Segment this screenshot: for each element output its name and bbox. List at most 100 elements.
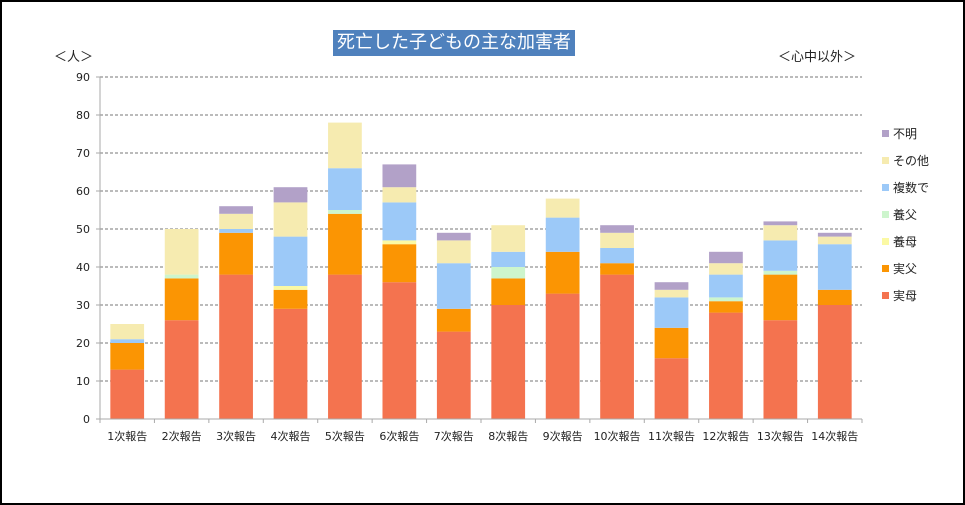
- bar-segment-不明: [763, 221, 798, 226]
- y-tick-label: 20: [76, 337, 90, 350]
- x-tick-labels: 1次報告 2次報告 3次報告 4次報告 5次報告 6次報告 7次報告 8次報告 9次報告 10次報…: [107, 429, 858, 443]
- y-tick-label: 60: [76, 185, 90, 198]
- legend-label: 複数で: [893, 181, 930, 195]
- bar-segment-実母: [328, 274, 362, 419]
- y-axis-unit-label: ＜人＞: [54, 50, 94, 65]
- bar-segment-実父: [545, 251, 580, 294]
- bar-segment-その他: [436, 240, 471, 264]
- bar-segment-その他: [545, 198, 580, 218]
- bar-segment-不明: [654, 282, 689, 290]
- y-tick-label: 0: [83, 413, 90, 426]
- legend-swatch: [882, 292, 889, 299]
- bar-segment-実母: [654, 358, 689, 419]
- legend-swatch: [882, 184, 889, 191]
- bar-segment-不明: [600, 225, 634, 233]
- x-tick-label: 2次報告: [162, 429, 202, 443]
- y-tick-label: 90: [76, 71, 90, 84]
- bar-segment-複数で: [817, 244, 852, 290]
- bar-segment-実父: [654, 327, 689, 359]
- bar-segment-実父: [164, 278, 199, 321]
- legend-label: 養母: [893, 235, 918, 249]
- bar-segment-実母: [436, 331, 471, 419]
- bar-segment-実母: [545, 293, 580, 419]
- legend-swatch: [882, 157, 889, 164]
- legend-swatch: [882, 130, 889, 137]
- x-tick-label: 9次報告: [543, 429, 583, 443]
- bar-segment-実母: [382, 282, 417, 419]
- bar-segment-その他: [654, 289, 689, 298]
- legend-item: 実父: [882, 255, 929, 282]
- legend-swatch: [882, 238, 889, 245]
- bar-segment-その他: [491, 225, 526, 252]
- bar-segment-実父: [436, 308, 471, 332]
- bar-segment-実父: [110, 343, 145, 370]
- bar-segment-不明: [273, 187, 308, 203]
- bar-segment-養母: [382, 240, 417, 245]
- x-tick-label: 10次報告: [594, 429, 641, 443]
- chart-note: ＜心中以外＞: [778, 50, 857, 65]
- x-tick-label: 4次報告: [271, 429, 311, 443]
- x-tick-label: 14次報告: [811, 429, 858, 443]
- legend-label: 不明: [893, 127, 918, 141]
- legend-swatch: [882, 265, 889, 272]
- bar-segment-複数で: [436, 263, 471, 309]
- x-tick-label: 7次報告: [434, 429, 474, 443]
- bar-segment-その他: [110, 324, 145, 340]
- bar-segment-その他: [382, 187, 417, 203]
- bar-segment-実父: [600, 263, 634, 275]
- legend-item: 複数で: [882, 174, 929, 201]
- bar-segment-養父: [709, 297, 743, 302]
- x-tick-label: 11次報告: [648, 429, 695, 443]
- bar-segment-養父: [328, 210, 362, 214]
- legend-label: 養父: [893, 208, 918, 222]
- bar-segment-複数で: [219, 229, 253, 233]
- bar-segment-実母: [600, 274, 634, 419]
- bar-segment-養父: [491, 267, 526, 279]
- bar-segment-複数で: [382, 202, 417, 241]
- x-tick-label: 1次報告: [107, 429, 147, 443]
- bar-segment-実母: [817, 305, 852, 419]
- bar-segment-実母: [110, 369, 145, 419]
- bar-segment-養母: [273, 286, 308, 290]
- y-tick-label: 80: [76, 109, 90, 122]
- bar-segment-実母: [164, 320, 199, 419]
- legend-item: 養父: [882, 201, 929, 228]
- bar-segment-不明: [709, 251, 743, 264]
- x-tick-label: 3次報告: [216, 429, 256, 443]
- bar-segment-複数で: [763, 240, 798, 271]
- bar-segment-養父: [763, 270, 798, 275]
- y-tick-labels: 0 10 20 30 40 50 60 70 80 90: [76, 71, 90, 426]
- y-tick-label: 50: [76, 223, 90, 236]
- bar-segment-実母: [219, 274, 253, 419]
- x-tick-label: 8次報告: [488, 429, 528, 443]
- bar-segment-複数で: [328, 168, 362, 210]
- bar-segment-実母: [709, 312, 743, 419]
- gridlines: [96, 76, 862, 420]
- bar-segment-その他: [817, 236, 852, 245]
- y-tick-label: 30: [76, 299, 90, 312]
- bar-segment-その他: [709, 263, 743, 275]
- legend-label: 実父: [893, 262, 918, 276]
- bar-segment-複数で: [654, 297, 689, 328]
- bar-segment-実父: [382, 244, 417, 283]
- bar-segment-実父: [709, 301, 743, 313]
- bar-segment-その他: [164, 229, 199, 275]
- legend-swatch: [882, 211, 889, 218]
- bar-segment-複数で: [545, 217, 580, 252]
- bar-segment-実母: [273, 308, 308, 419]
- bar-segment-複数で: [273, 236, 308, 286]
- bar-segment-実母: [491, 305, 526, 419]
- bar-segment-複数で: [110, 339, 145, 343]
- legend-item: 養母: [882, 228, 929, 255]
- bar-segment-複数で: [491, 251, 526, 267]
- bar-segment-実父: [763, 274, 798, 321]
- bar-segment-実父: [273, 289, 308, 309]
- bar-segment-その他: [273, 202, 308, 237]
- bar-segment-実父: [328, 213, 362, 275]
- x-tick-label: 6次報告: [379, 429, 419, 443]
- bar-segment-不明: [817, 232, 852, 237]
- bar-segment-複数で: [709, 274, 743, 298]
- bar-segment-実父: [491, 278, 526, 305]
